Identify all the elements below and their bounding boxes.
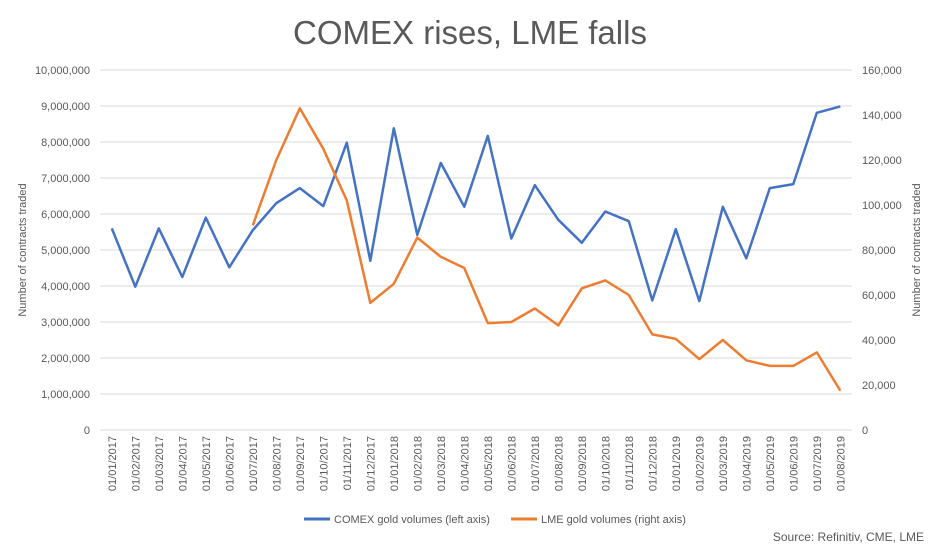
left-tick-label: 6,000,000: [41, 209, 90, 221]
x-tick-label: 01/02/2019: [694, 436, 706, 491]
x-tick-label: 01/06/2017: [224, 436, 236, 491]
x-tick-label: 01/05/2018: [483, 436, 495, 491]
left-tick-label: 9,000,000: [41, 101, 90, 113]
x-tick-label: 01/07/2017: [248, 436, 260, 491]
x-tick-label: 01/04/2019: [741, 436, 753, 491]
x-tick-label: 01/03/2018: [436, 436, 448, 491]
x-tick-label: 01/08/2017: [271, 436, 283, 491]
chart-title: COMEX rises, LME falls: [293, 14, 647, 51]
series-line-lme: [251, 107, 842, 392]
x-tick-label: 01/11/2017: [342, 436, 354, 490]
left-tick-label: 1,000,000: [41, 389, 90, 401]
x-tick-label: 01/03/2019: [718, 436, 730, 491]
right-tick-label: 140,000: [862, 110, 902, 122]
x-tick-label: 01/03/2017: [154, 436, 166, 491]
x-axis-ticks: 01/01/2017 01/02/2017 01/03/2017 01/04/2017…: [107, 436, 848, 491]
right-tick-label: 40,000: [862, 335, 896, 347]
legend-label-lme: LME gold volumes (right axis): [541, 514, 686, 526]
x-tick-label: 01/04/2017: [177, 436, 189, 491]
x-tick-label: 01/01/2019: [671, 436, 683, 491]
x-tick-label: 01/05/2019: [765, 436, 777, 491]
legend-label-comex: COMEX gold volumes (left axis): [334, 514, 490, 526]
x-tick-label: 01/10/2018: [600, 436, 612, 491]
x-tick-label: 01/06/2018: [506, 436, 518, 491]
left-axis-ticks: 0 1,000,000 2,000,000 3,000,000 4,000,000 5,0…: [35, 65, 90, 437]
left-tick-label: 7,000,000: [41, 173, 90, 185]
left-tick-label: 2,000,000: [41, 353, 90, 365]
x-tick-label: 01/01/2018: [389, 436, 401, 491]
series-lines: [110, 105, 842, 392]
right-tick-label: 60,000: [862, 290, 896, 302]
right-tick-label: 20,000: [862, 380, 896, 392]
x-tick-label: 01/06/2019: [788, 436, 800, 491]
x-tick-label: 01/07/2018: [530, 436, 542, 491]
source-note: Source: Refinitiv, CME, LME: [773, 530, 924, 544]
legend: COMEX gold volumes (left axis) LME gold …: [304, 514, 686, 526]
x-tick-label: 01/01/2017: [107, 436, 119, 491]
left-tick-label: 10,000,000: [35, 65, 90, 77]
left-tick-label: 4,000,000: [41, 281, 90, 293]
x-tick-label: 01/08/2019: [835, 436, 847, 491]
right-tick-label: 160,000: [862, 65, 902, 77]
right-axis-label: Number of contracts traded: [911, 183, 923, 316]
x-tick-label: 01/05/2017: [201, 436, 213, 491]
right-tick-label: 0: [862, 425, 868, 437]
right-tick-label: 120,000: [862, 155, 902, 167]
x-tick-label: 01/12/2018: [647, 436, 659, 491]
x-tick-label: 01/10/2017: [318, 436, 330, 491]
x-tick-label: 01/07/2019: [812, 436, 824, 491]
x-tick-label: 01/11/2018: [624, 436, 636, 490]
right-tick-label: 100,000: [862, 200, 902, 212]
x-tick-label: 01/04/2018: [459, 436, 471, 491]
left-tick-label: 0: [84, 425, 90, 437]
right-axis-ticks: 0 20,000 40,000 60,000 80,000 100,000 120,000 1…: [862, 65, 902, 437]
left-tick-label: 5,000,000: [41, 245, 90, 257]
x-tick-label: 01/12/2017: [365, 436, 377, 491]
x-tick-label: 01/02/2018: [412, 436, 424, 491]
left-tick-label: 3,000,000: [41, 317, 90, 329]
x-tick-label: 01/02/2017: [130, 436, 142, 491]
grid-lines: [100, 69, 852, 431]
left-axis-label: Number of contracts traded: [17, 183, 29, 316]
x-tick-label: 01/08/2018: [553, 436, 565, 491]
x-tick-label: 01/09/2018: [577, 436, 589, 491]
right-tick-label: 80,000: [862, 245, 896, 257]
left-tick-label: 8,000,000: [41, 137, 90, 149]
series-line-comex: [110, 105, 841, 303]
x-tick-label: 01/09/2017: [295, 436, 307, 491]
